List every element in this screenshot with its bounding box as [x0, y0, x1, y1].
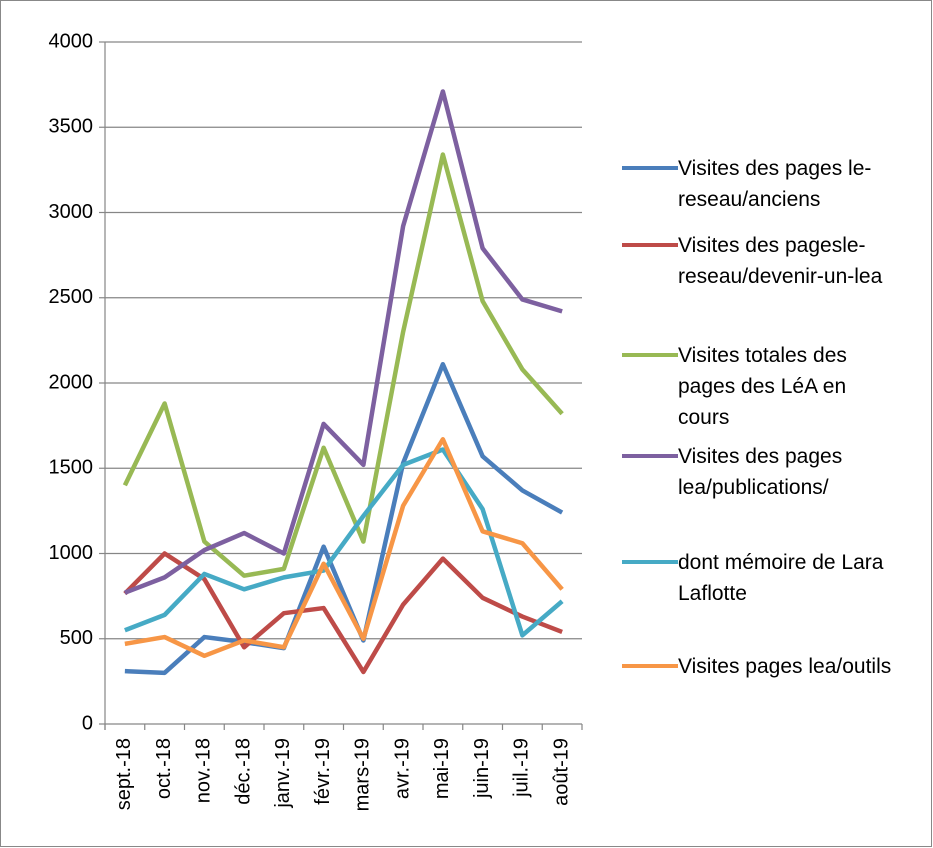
series-line	[124, 89, 563, 595]
y-tick-label: 1000	[49, 542, 94, 564]
legend-swatch	[622, 353, 678, 357]
legend-swatch	[622, 664, 678, 668]
legend-entry: Visites totales des pages des LéA en cou…	[622, 340, 922, 433]
x-tick-label: mars-19	[352, 738, 374, 811]
legend-entry: dont mémoire de Lara Laflotte	[622, 547, 922, 609]
y-tick-label: 2500	[49, 286, 94, 308]
x-tick-label: nov.-18	[193, 738, 215, 803]
y-tick-label: 3500	[49, 116, 94, 138]
series-line	[124, 361, 564, 676]
x-tick-label: sept.-18	[113, 738, 135, 810]
series-line	[123, 551, 563, 675]
x-tick-label: juin-19	[471, 738, 493, 799]
legend-entry: Visites pages lea/outils	[622, 651, 922, 682]
legend-swatch	[622, 243, 678, 247]
legend-label: Visites totales des pages des LéA en cou…	[678, 344, 847, 429]
series-line	[122, 152, 564, 578]
x-tick-label: déc.-18	[232, 738, 254, 805]
y-tick-label: 500	[60, 627, 93, 649]
y-tick-label: 2000	[49, 371, 94, 393]
y-tick-label: 0	[82, 712, 93, 734]
legend-label: Visites des pagesle-reseau/devenir-un-le…	[678, 234, 883, 288]
legend-label: Visites pages lea/outils	[678, 655, 892, 678]
legend-entry: Visites des pagesle-reseau/devenir-un-le…	[622, 230, 922, 292]
legend-swatch	[622, 454, 678, 458]
x-tick-label: avr.-19	[391, 738, 413, 799]
x-tick-label: juil.-19	[511, 738, 533, 798]
series-line	[124, 447, 564, 638]
x-tick-label: janv.-19	[272, 738, 294, 809]
legend-swatch	[622, 560, 678, 564]
x-tick-label: févr.-19	[312, 738, 334, 805]
legend-swatch	[622, 166, 678, 170]
series-line	[124, 437, 564, 659]
legend-label: Visites des pages lea/publications/	[678, 445, 843, 499]
legend-label: Visites des pages le-reseau/anciens	[678, 157, 872, 211]
legend-label: dont mémoire de Lara Laflotte	[678, 551, 884, 605]
legend-entry: Visites des pages le-reseau/anciens	[622, 153, 922, 215]
x-tick-label: oct.-18	[153, 738, 175, 799]
y-tick-label: 1500	[49, 457, 94, 479]
legend-entry: Visites des pages lea/publications/	[622, 441, 922, 503]
y-tick-label: 3000	[49, 201, 94, 223]
y-tick-label: 4000	[49, 30, 94, 52]
x-tick-label: août-19	[550, 738, 572, 806]
x-tick-label: mai-19	[431, 738, 453, 799]
